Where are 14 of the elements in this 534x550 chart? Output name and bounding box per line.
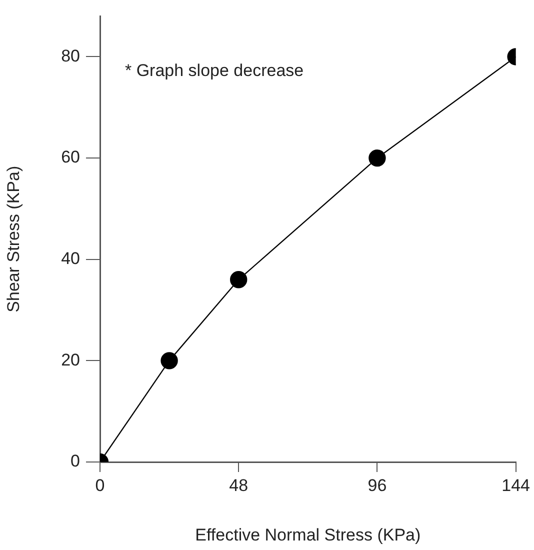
point <box>160 352 178 370</box>
annotation: * Graph slope decrease <box>125 60 304 80</box>
y-tick-label: 40 <box>61 249 80 268</box>
y-tick-label: 20 <box>61 350 80 370</box>
point <box>230 271 248 288</box>
y-tick-label: 60 <box>61 148 80 167</box>
y-tick-label: 80 <box>61 46 80 66</box>
x-tick-label: 48 <box>229 476 248 495</box>
x-tick-label: 144 <box>502 476 530 495</box>
x-tick-label: 96 <box>368 476 387 495</box>
x-tick-label: 0 <box>95 476 105 495</box>
x-axis-title: Effective Normal Stress (KPa) <box>195 525 421 544</box>
y-axis-title: Shear Stress (KPa) <box>4 166 23 312</box>
y-tick-label: 0 <box>70 452 80 471</box>
